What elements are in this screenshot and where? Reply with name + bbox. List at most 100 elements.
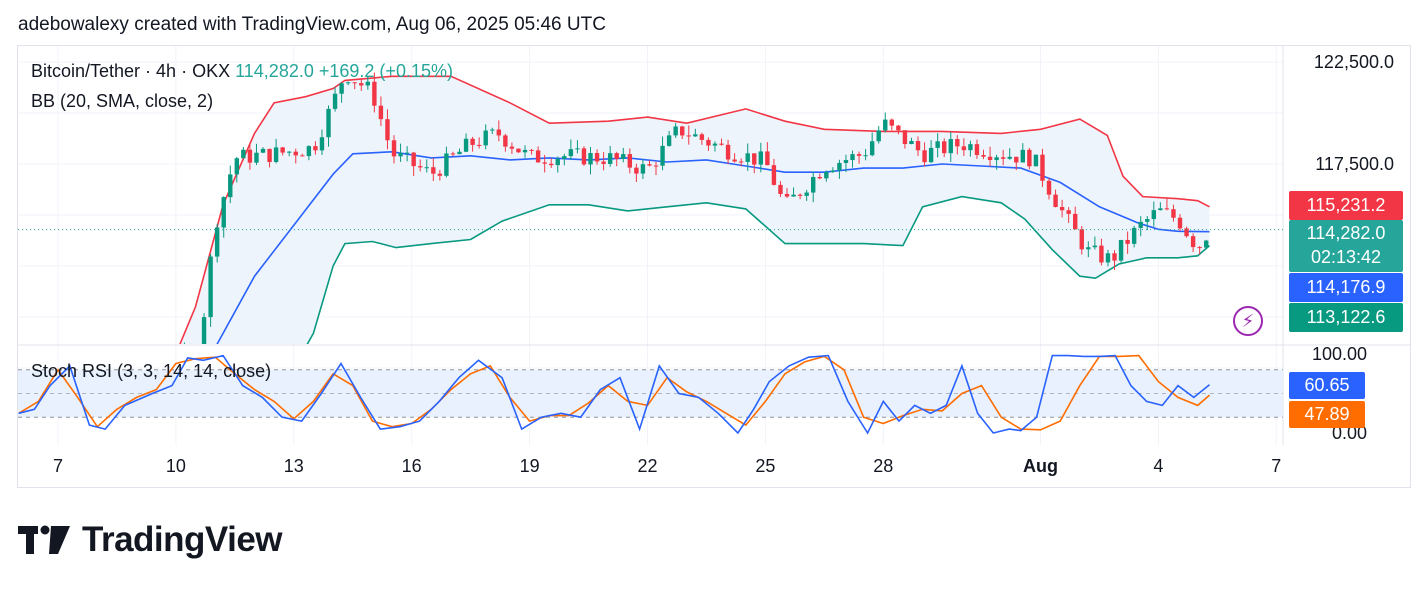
candle-body [1000, 157, 1006, 159]
candle-body [404, 152, 410, 154]
candle-body [273, 147, 279, 162]
candle-body [797, 194, 803, 196]
candle-body [693, 134, 698, 137]
candle-body [234, 158, 240, 175]
bb-basis-line [216, 150, 1210, 344]
candle-body [634, 167, 639, 174]
candle-body [280, 147, 285, 153]
candle-body [306, 146, 312, 157]
candle-body [391, 140, 397, 157]
candle-body [1138, 221, 1143, 228]
candle-body [476, 144, 482, 146]
candle-body [843, 160, 849, 163]
candle-body [1053, 194, 1058, 208]
last-price-value: 114,282.0 [235, 61, 314, 81]
candle-body [1164, 208, 1170, 210]
candle-body [758, 151, 764, 165]
candle-body [699, 134, 705, 140]
candle-body [961, 146, 967, 151]
candle-body [247, 149, 253, 163]
lightning-icon[interactable]: ⚡ [1233, 306, 1263, 336]
candle-body [529, 149, 534, 151]
candle-body [673, 126, 678, 136]
x-tick-label: 7 [53, 456, 63, 476]
chart-frame[interactable] [17, 45, 1411, 488]
bb-basis-price-label: 114,176.9 [1289, 273, 1403, 302]
candle-body [850, 154, 855, 161]
candle-body [928, 147, 934, 163]
candle-body [922, 150, 927, 163]
stoch-legend[interactable]: Stoch RSI (3, 3, 14, 14, close) [31, 361, 271, 382]
candle-body [1092, 245, 1098, 248]
candle-body [883, 119, 888, 131]
candle-body [647, 164, 652, 166]
candle-body [1086, 247, 1091, 250]
candle-body [1033, 154, 1039, 167]
candle-body [942, 141, 947, 154]
candle-body [221, 197, 226, 228]
candle-body [444, 153, 449, 176]
candle-body [509, 146, 515, 149]
tradingview-logo-icon [18, 525, 70, 554]
candle-body [1112, 253, 1117, 261]
candle-body [581, 148, 587, 165]
candle-body [804, 192, 809, 196]
candle-body [837, 162, 842, 171]
candle-body [372, 81, 377, 106]
bb-lower-price-label: 113,122.6 [1289, 303, 1403, 332]
candle-body [706, 139, 711, 146]
candle-body [418, 166, 423, 168]
candle-body [719, 143, 724, 145]
osc-tick-label: 0.00 [1332, 423, 1367, 443]
candle-body [968, 144, 973, 151]
candle-body [293, 151, 298, 156]
candle-body [424, 167, 429, 169]
candle-body [935, 141, 940, 148]
candle-body [267, 148, 272, 162]
tradingview-logo[interactable]: TradingView [18, 520, 283, 560]
y-tick-label: 122,500.0 [1314, 52, 1394, 72]
x-tick-label: 25 [755, 456, 775, 476]
x-tick-label: 16 [402, 456, 422, 476]
stoch-k-label: 60.65 [1289, 372, 1365, 399]
candle-body [811, 177, 816, 193]
candle-body [457, 151, 462, 155]
x-tick-label: 22 [637, 456, 657, 476]
candle-body [1014, 156, 1019, 163]
candle-body [680, 126, 685, 136]
candle-body [1177, 217, 1183, 229]
candle-body [254, 152, 259, 163]
candle-body [614, 153, 619, 159]
candle-body [1190, 236, 1196, 248]
candle-body [1184, 228, 1189, 237]
x-tick-label: Aug [1023, 456, 1058, 476]
x-tick-label: 4 [1153, 456, 1163, 476]
candle-body [326, 108, 331, 138]
candle-body [824, 171, 829, 179]
candle-body [1197, 247, 1202, 249]
x-tick-label: 19 [520, 456, 540, 476]
price-change: +169.2 (+0.15%) [318, 61, 453, 81]
candle-body [1145, 219, 1150, 222]
candle-body [378, 105, 384, 120]
candle-body [359, 83, 364, 86]
candle-body [228, 174, 233, 198]
osc-tick-label: 100.00 [1312, 344, 1367, 364]
candle-body [915, 141, 921, 151]
candle-body [588, 153, 593, 165]
symbol-legend[interactable]: Bitcoin/Tether · 4h · OKX 114,282.0 +169… [31, 61, 453, 82]
candle-body [653, 165, 659, 167]
candle-body [869, 141, 875, 156]
candle-body [738, 161, 744, 163]
candle-body [1046, 180, 1052, 195]
candle-body [332, 93, 338, 109]
last-price-label: 114,282.0 02:13:42 [1289, 220, 1403, 272]
last-price-label-value: 114,282.0 [1306, 223, 1386, 243]
candle-body [771, 165, 777, 185]
candle-body [1131, 227, 1137, 244]
candle-body [607, 153, 613, 164]
candle-body [516, 148, 521, 153]
bb-legend[interactable]: BB (20, SMA, close, 2) [31, 91, 213, 112]
candle-body [483, 130, 488, 146]
